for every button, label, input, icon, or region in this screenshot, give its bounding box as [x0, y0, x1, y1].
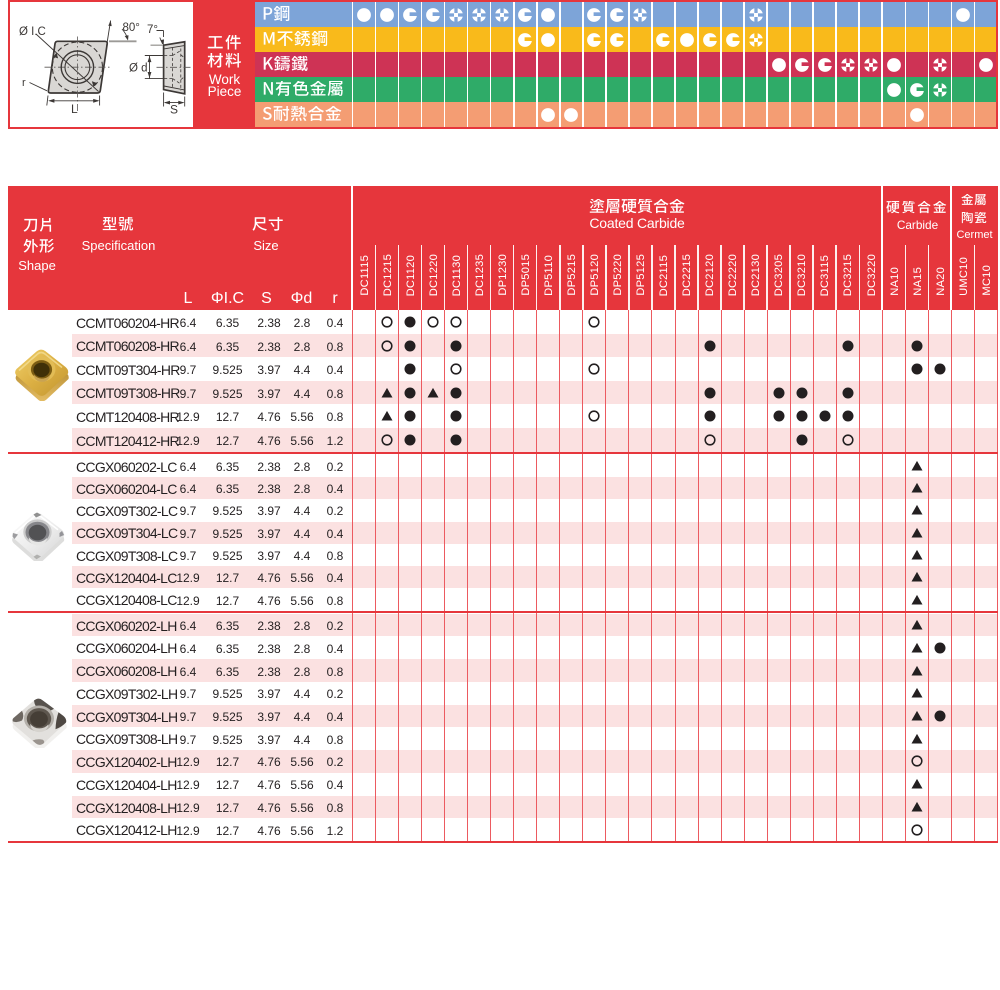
svg-text:S: S — [170, 103, 178, 117]
svg-text:7°: 7° — [147, 24, 158, 36]
svg-text:Ø I.C: Ø I.C — [19, 26, 46, 38]
svg-text:80°: 80° — [123, 22, 140, 34]
svg-text:Ø d: Ø d — [129, 63, 148, 75]
svg-text:r: r — [22, 77, 26, 89]
svg-text:L: L — [71, 102, 78, 116]
